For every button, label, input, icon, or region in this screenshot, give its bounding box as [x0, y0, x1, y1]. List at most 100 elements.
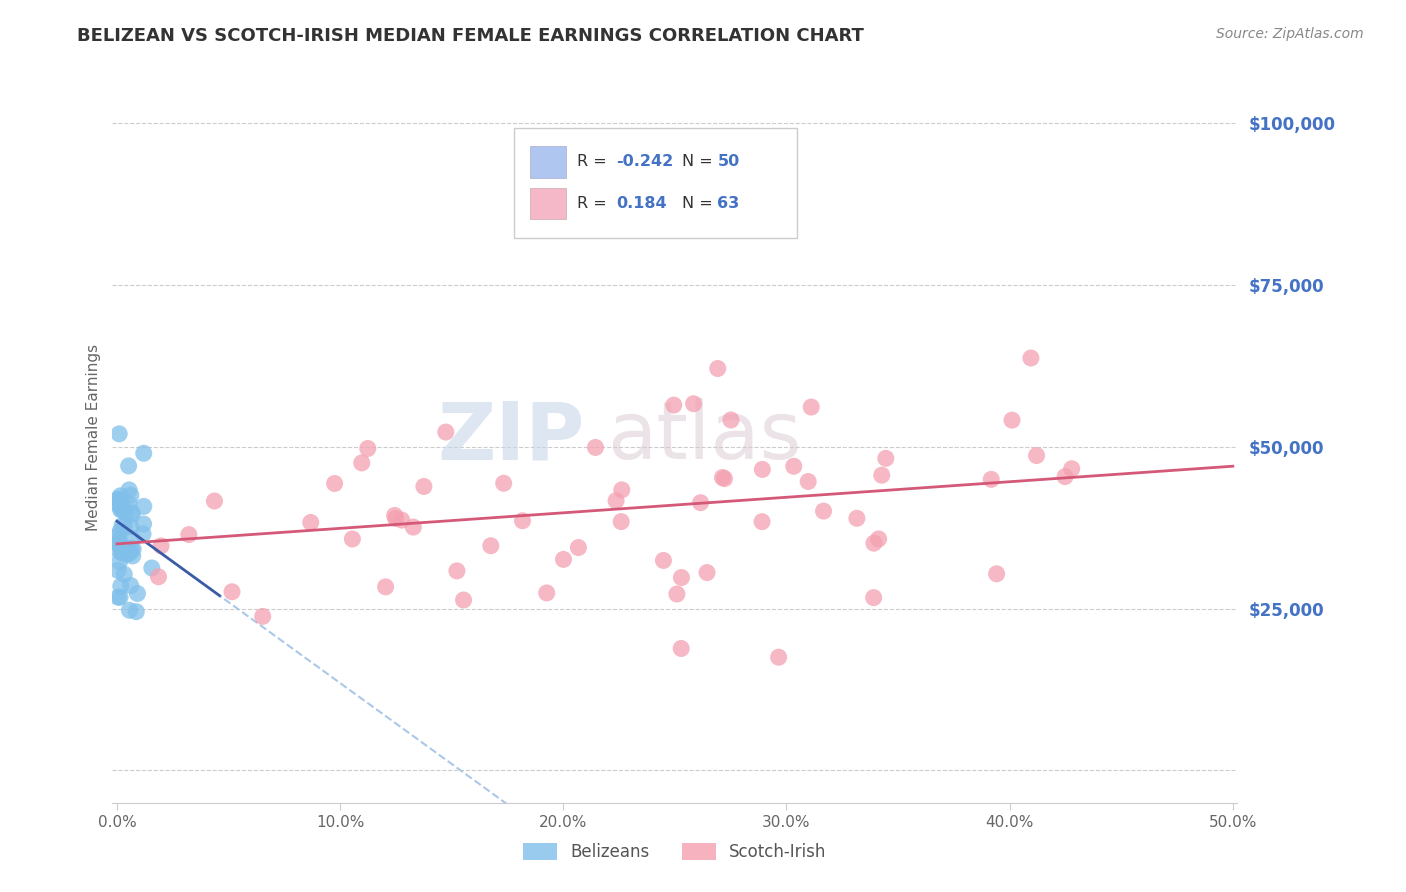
- Point: [813, 504, 835, 518]
- Point: [148, 570, 170, 584]
- Text: BELIZEAN VS SCOTCH-IRISH MEDIAN FEMALE EARNINGS CORRELATION CHART: BELIZEAN VS SCOTCH-IRISH MEDIAN FEMALE E…: [77, 27, 865, 45]
- Point: [536, 586, 558, 600]
- Point: [132, 500, 155, 514]
- Point: [323, 476, 346, 491]
- Point: [112, 567, 135, 582]
- Point: [512, 514, 534, 528]
- Point: [1054, 469, 1077, 483]
- Point: [665, 587, 688, 601]
- Point: [980, 472, 1002, 486]
- Point: [121, 506, 143, 520]
- Point: [121, 531, 143, 545]
- Point: [114, 505, 136, 519]
- Point: [108, 543, 131, 558]
- Point: [107, 492, 129, 507]
- Point: [115, 548, 138, 562]
- Point: [110, 579, 132, 593]
- Point: [120, 541, 142, 556]
- Point: [720, 413, 742, 427]
- Point: [412, 479, 434, 493]
- Point: [108, 555, 131, 569]
- Point: [117, 458, 139, 473]
- Text: N =: N =: [682, 195, 718, 211]
- Point: [453, 593, 475, 607]
- Point: [107, 491, 129, 506]
- Point: [682, 397, 704, 411]
- Text: 0.184: 0.184: [616, 195, 666, 211]
- Point: [118, 483, 141, 497]
- Point: [111, 541, 134, 556]
- Point: [384, 511, 406, 525]
- Point: [862, 591, 884, 605]
- Point: [110, 502, 132, 516]
- Point: [868, 532, 890, 546]
- Point: [107, 536, 129, 550]
- Point: [112, 542, 135, 557]
- Point: [402, 520, 425, 534]
- Point: [845, 511, 868, 525]
- Point: [118, 497, 141, 511]
- Point: [605, 493, 627, 508]
- Point: [751, 515, 773, 529]
- Point: [1001, 413, 1024, 427]
- Point: [986, 566, 1008, 581]
- Point: [350, 456, 373, 470]
- Point: [1060, 461, 1083, 475]
- Point: [585, 441, 607, 455]
- Point: [107, 498, 129, 512]
- Point: [1025, 449, 1047, 463]
- Point: [110, 524, 132, 538]
- Point: [108, 496, 131, 510]
- Point: [357, 442, 380, 456]
- Point: [553, 552, 575, 566]
- Point: [110, 497, 132, 511]
- Point: [125, 605, 148, 619]
- Point: [121, 549, 143, 563]
- Point: [610, 515, 633, 529]
- Point: [150, 539, 173, 553]
- Text: Source: ZipAtlas.com: Source: ZipAtlas.com: [1216, 27, 1364, 41]
- Point: [384, 508, 406, 523]
- Text: R =: R =: [576, 154, 612, 169]
- Point: [110, 546, 132, 560]
- Point: [870, 468, 893, 483]
- Point: [492, 476, 515, 491]
- Point: [610, 483, 633, 497]
- Text: 63: 63: [717, 195, 740, 211]
- Text: 50: 50: [717, 154, 740, 169]
- Point: [132, 527, 155, 541]
- Point: [127, 586, 149, 600]
- Legend: Belizeans, Scotch-Irish: Belizeans, Scotch-Irish: [516, 836, 834, 868]
- Point: [768, 650, 790, 665]
- Point: [713, 472, 735, 486]
- Point: [114, 518, 136, 533]
- Point: [863, 536, 886, 550]
- Point: [107, 529, 129, 543]
- Point: [141, 561, 163, 575]
- Y-axis label: Median Female Earnings: Median Female Earnings: [86, 343, 101, 531]
- Point: [1019, 351, 1042, 365]
- Text: N =: N =: [682, 154, 718, 169]
- Point: [121, 508, 143, 522]
- Point: [111, 518, 134, 533]
- Point: [797, 475, 820, 489]
- Point: [120, 578, 142, 592]
- Point: [783, 459, 806, 474]
- Point: [132, 446, 155, 460]
- Point: [299, 516, 322, 530]
- Point: [434, 425, 457, 439]
- Text: R =: R =: [576, 195, 612, 211]
- Point: [652, 553, 675, 567]
- Point: [800, 400, 823, 414]
- Point: [118, 546, 141, 560]
- Point: [115, 542, 138, 557]
- Point: [342, 532, 364, 546]
- Point: [108, 591, 131, 605]
- Point: [252, 609, 274, 624]
- Point: [110, 489, 132, 503]
- Text: atlas: atlas: [607, 398, 801, 476]
- Point: [662, 398, 685, 412]
- Point: [120, 520, 142, 534]
- Point: [875, 451, 897, 466]
- Point: [122, 542, 145, 557]
